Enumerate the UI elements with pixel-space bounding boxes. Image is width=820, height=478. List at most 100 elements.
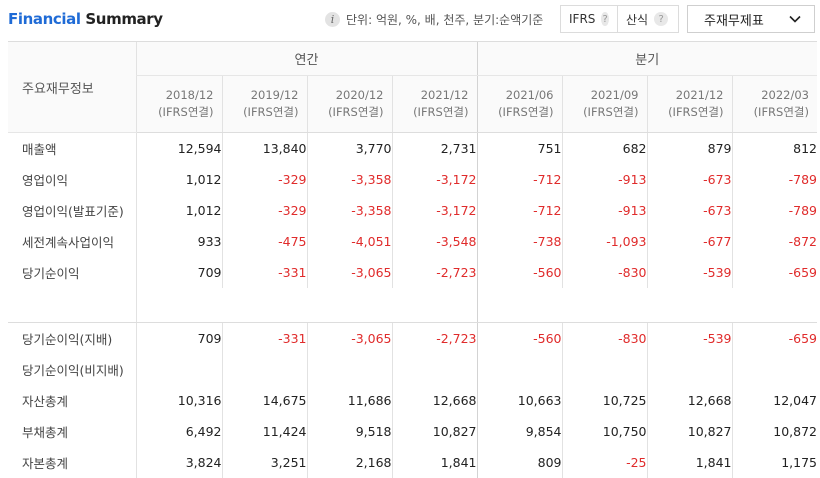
value-cell: 812 xyxy=(731,132,817,164)
value-cell: -673 xyxy=(646,164,732,195)
value-cell: -2,723 xyxy=(391,322,477,354)
row-label[interactable]: 영업이익(발표기준) xyxy=(22,204,124,219)
column-header: 2021/12 (IFRS연결) xyxy=(646,75,732,133)
table-row: 당기순이익 709 -331 -3,065 -2,723 -560 -830 -539 -659 xyxy=(8,257,817,288)
column-header: 2021/06 (IFRS연결) xyxy=(476,75,562,133)
value-cell: -3,172 xyxy=(391,195,477,226)
value-cell: 1,012 xyxy=(135,195,222,226)
row-label[interactable]: 자본총계 xyxy=(22,456,69,471)
column-basis: (IFRS연결) xyxy=(413,105,469,119)
value-cell: 709 xyxy=(135,257,222,288)
column-period: 2018/12 xyxy=(165,88,214,102)
value-cell: -659 xyxy=(731,322,817,354)
row-label[interactable]: 세전계속사업이익 xyxy=(22,235,115,250)
section-title: Financial Summary xyxy=(8,10,163,28)
row-label[interactable]: 자산총계 xyxy=(22,394,69,409)
value-cell: -331 xyxy=(221,257,307,288)
value-cell: 6,492 xyxy=(135,416,222,447)
value-cell: -560 xyxy=(476,257,562,288)
value-cell: 11,686 xyxy=(306,385,392,416)
value-cell: 2,168 xyxy=(306,447,392,478)
column-period: 2022/03 xyxy=(761,88,809,102)
financial-summary-header: Financial Summary i 단위: 억원, %, 배, 천주, 분기… xyxy=(0,0,820,40)
value-cell: 12,594 xyxy=(135,132,222,164)
formula-button[interactable]: 산식 ? xyxy=(617,5,679,33)
info-icon[interactable]: i xyxy=(325,12,340,27)
value-cell: 751 xyxy=(476,132,562,164)
value-cell: -677 xyxy=(646,226,732,257)
value-cell: 10,663 xyxy=(476,385,562,416)
unit-text: 단위: 억원, %, 배, 천주, 분기:순액기준 xyxy=(346,13,544,27)
value-cell: 809 xyxy=(476,447,562,478)
value-cell: -3,548 xyxy=(391,226,477,257)
table-row: 영업이익(발표기준) 1,012 -329 -3,358 -3,172 -712 -913-… xyxy=(8,195,817,226)
column-basis: (IFRS연결) xyxy=(668,105,724,119)
row-label[interactable]: 당기순이익(비지배) xyxy=(22,363,124,378)
value-cell: 3,770 xyxy=(306,132,392,164)
value-cell: 10,827 xyxy=(391,416,477,447)
row-label[interactable]: 당기순이익 xyxy=(22,266,80,281)
value-cell: -539 xyxy=(646,257,732,288)
row-label[interactable]: 영업이익 xyxy=(22,173,69,188)
statement-type-dropdown[interactable]: 주재무제표 xyxy=(687,5,815,33)
table-row: 매출액 12,594 13,840 3,770 2,731 751 682 879 812 xyxy=(8,132,817,164)
column-period: 2021/12 xyxy=(675,88,724,102)
value-cell: 1,841 xyxy=(646,447,732,478)
row-label[interactable]: 당기순이익(지배) xyxy=(22,332,113,347)
value-cell: -738 xyxy=(476,226,562,257)
value-cell: 1,175 xyxy=(731,447,817,478)
value-cell: 10,872 xyxy=(731,416,817,447)
value-cell xyxy=(646,354,732,385)
table-row: 세전계속사업이익 933 -475 -4,051 -3,548 -738 -1,093 -67… xyxy=(8,226,817,257)
value-cell: 682 xyxy=(561,132,647,164)
value-cell: 12,668 xyxy=(646,385,732,416)
ifrs-help-icon[interactable]: ? xyxy=(601,12,609,26)
column-header: 2022/03 (IFRS연결) xyxy=(731,75,817,133)
value-cell: -25 xyxy=(561,447,647,478)
table-row: 영업이익 1,012 -329 -3,358 -3,172 -712 -913 -673 -78… xyxy=(8,164,817,195)
value-cell: -913 xyxy=(561,164,647,195)
value-cell: 1,841 xyxy=(391,447,477,478)
column-header: 2020/12 (IFRS연결) xyxy=(306,75,392,133)
value-cell: 12,047 xyxy=(731,385,817,416)
value-cell: -329 xyxy=(221,195,307,226)
ifrs-button[interactable]: IFRS ? xyxy=(560,5,618,33)
row-label[interactable]: 부채총계 xyxy=(22,425,69,440)
value-cell xyxy=(476,354,562,385)
value-cell: -329 xyxy=(221,164,307,195)
value-cell: 11,424 xyxy=(221,416,307,447)
value-cell: 10,316 xyxy=(135,385,222,416)
value-cell: -3,358 xyxy=(306,164,392,195)
column-period: 2021/06 xyxy=(505,88,554,102)
value-cell: 12,668 xyxy=(391,385,477,416)
value-cell: 14,675 xyxy=(221,385,307,416)
value-cell: -712 xyxy=(476,195,562,226)
value-cell: -712 xyxy=(476,164,562,195)
value-cell: -830 xyxy=(561,322,647,354)
column-basis: (IFRS연결) xyxy=(158,105,214,119)
value-cell: 10,725 xyxy=(561,385,647,416)
column-header: 2019/12 (IFRS연결) xyxy=(221,75,307,133)
column-basis: (IFRS연결) xyxy=(583,105,639,119)
formula-label: 산식 xyxy=(626,12,649,27)
table-row: 자산총계 10,316 14,675 11,686 12,668 10,663 10,725… xyxy=(8,385,817,416)
formula-help-icon[interactable]: ? xyxy=(654,12,669,26)
value-cell: -1,093 xyxy=(561,226,647,257)
value-cell: -475 xyxy=(221,226,307,257)
value-cell: -3,065 xyxy=(306,322,392,354)
value-cell: 13,840 xyxy=(221,132,307,164)
unit-info: i 단위: 억원, %, 배, 천주, 분기:순액기준 xyxy=(325,11,543,28)
value-cell: 709 xyxy=(135,322,222,354)
table-row: 당기순이익(지배) 709 -331 -3,065 -2,723 -560 -830 -539… xyxy=(8,322,817,354)
title-summary: Summary xyxy=(85,10,163,28)
row-label[interactable]: 매출액 xyxy=(22,142,57,157)
column-header: 2021/09 (IFRS연결) xyxy=(561,75,647,133)
column-period: 2021/09 xyxy=(590,88,639,102)
value-cell xyxy=(561,354,647,385)
value-cell: 9,854 xyxy=(476,416,562,447)
value-cell: -4,051 xyxy=(306,226,392,257)
title-financial: Financial xyxy=(8,10,81,28)
value-cell: -913 xyxy=(561,195,647,226)
value-cell: -560 xyxy=(476,322,562,354)
value-cell: 9,518 xyxy=(306,416,392,447)
